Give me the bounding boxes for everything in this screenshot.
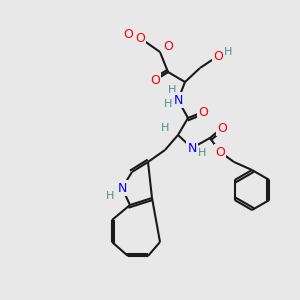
Text: N: N (187, 142, 197, 154)
Text: H: H (224, 47, 232, 57)
Text: O: O (163, 40, 173, 52)
Text: O: O (150, 74, 160, 86)
Text: N: N (173, 94, 183, 106)
Text: H: H (168, 85, 176, 95)
Text: O: O (213, 50, 223, 62)
Text: O: O (198, 106, 208, 118)
Text: O: O (123, 28, 133, 40)
Text: H: H (164, 99, 172, 109)
Text: H: H (198, 148, 206, 158)
Text: H: H (161, 123, 169, 133)
Text: N: N (117, 182, 127, 194)
Text: O: O (135, 32, 145, 44)
Text: O: O (217, 122, 227, 134)
Text: H: H (106, 191, 114, 201)
Text: O: O (215, 146, 225, 158)
